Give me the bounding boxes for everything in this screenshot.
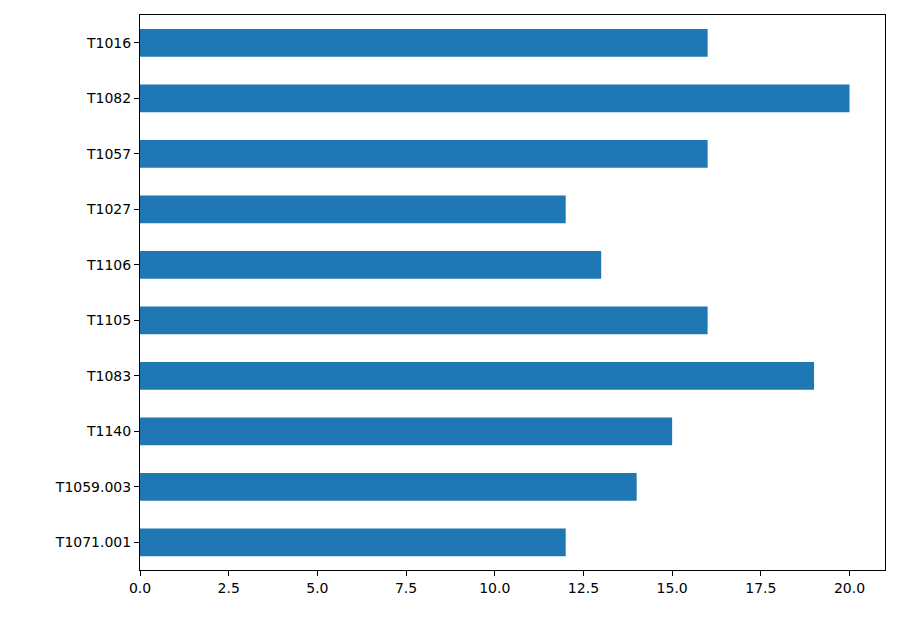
svg-text:5.0: 5.0 xyxy=(306,580,328,596)
svg-text:17.5: 17.5 xyxy=(745,580,776,596)
svg-text:T1105: T1105 xyxy=(86,312,131,328)
svg-text:T1016: T1016 xyxy=(86,35,131,51)
svg-text:0.0: 0.0 xyxy=(129,580,151,596)
svg-text:7.5: 7.5 xyxy=(395,580,417,596)
svg-text:T1083: T1083 xyxy=(86,368,131,384)
svg-text:T1106: T1106 xyxy=(86,257,131,273)
svg-text:12.5: 12.5 xyxy=(568,580,599,596)
svg-text:T1057: T1057 xyxy=(86,146,131,162)
svg-text:T1027: T1027 xyxy=(86,201,131,217)
svg-text:T1082: T1082 xyxy=(86,90,131,106)
svg-text:2.5: 2.5 xyxy=(218,580,240,596)
svg-text:15.0: 15.0 xyxy=(657,580,688,596)
svg-text:20.0: 20.0 xyxy=(834,580,865,596)
svg-text:T1071.001: T1071.001 xyxy=(55,534,131,550)
svg-text:T1059.003: T1059.003 xyxy=(55,479,131,495)
svg-text:10.0: 10.0 xyxy=(479,580,510,596)
svg-text:T1140: T1140 xyxy=(86,423,131,439)
